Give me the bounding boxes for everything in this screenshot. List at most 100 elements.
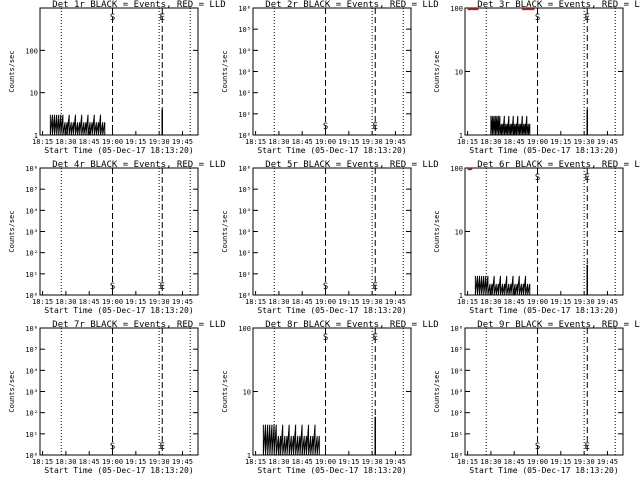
marker-label-e: E	[373, 122, 378, 132]
x-tick-label: 19:15	[125, 138, 146, 146]
x-axis-label: Start Time (05-Dec-17 18:13:20)	[44, 306, 193, 315]
x-tick-label: 18:45	[79, 138, 100, 146]
x-tick-label: 18:15	[457, 458, 478, 466]
y-tick-label: 10²	[25, 250, 38, 258]
x-tick-label: 19:45	[597, 298, 618, 306]
y-tick-label: 10⁶	[450, 325, 463, 333]
x-tick-label: 18:45	[292, 298, 313, 306]
y-tick-label: 100	[450, 165, 463, 173]
y-tick-label: 10¹	[25, 431, 38, 439]
x-axis-label: Start Time (05-Dec-17 18:13:20)	[257, 146, 406, 155]
y-tick-label: 10²	[238, 250, 251, 258]
events-series-line	[474, 275, 531, 296]
y-axis-label: Counts/sec	[8, 370, 16, 412]
y-tick-label: 10⁴	[238, 47, 251, 55]
y-tick-label: 10¹	[450, 431, 463, 439]
panel-title: Det 2r BLACK = Events, RED = LLD	[265, 0, 438, 10]
x-tick-label: 18:30	[55, 298, 76, 306]
panel-det-4: Det 4r BLACK = Events, RED = LLD Counts/s…	[8, 160, 226, 315]
panel-title: Det 6r BLACK = Events, RED = LLD	[477, 160, 640, 170]
x-axis-label: Start Time (05-Dec-17 18:13:20)	[469, 466, 618, 475]
y-tick-label: 100	[450, 5, 463, 13]
y-axis-label: Counts/sec	[221, 370, 229, 412]
y-tick-label: 100	[25, 47, 38, 55]
panel-det-1: Det 1r BLACK = Events, RED = LLD Counts/s…	[8, 0, 226, 155]
y-tick-label: 1	[459, 292, 463, 300]
x-tick-label: 18:30	[480, 298, 501, 306]
x-tick-label: 19:00	[315, 458, 336, 466]
marker-label-e: E	[373, 333, 378, 343]
x-tick-label: 18:15	[245, 458, 266, 466]
x-tick-label: 18:15	[32, 298, 53, 306]
y-tick-label: 10⁵	[25, 186, 38, 194]
panel-det-5: Det 5r BLACK = Events, RED = LLD Counts/s…	[221, 160, 439, 315]
x-tick-label: 19:00	[102, 458, 123, 466]
x-tick-label: 18:15	[32, 138, 53, 146]
x-tick-label: 18:15	[245, 298, 266, 306]
y-tick-label: 10⁵	[25, 346, 38, 354]
marker-label-e: E	[160, 442, 165, 452]
marker-label-s: S	[323, 122, 328, 132]
x-axis-label: Start Time (05-Dec-17 18:13:20)	[469, 146, 618, 155]
x-tick-label: 18:30	[268, 298, 289, 306]
x-tick-label: 18:30	[55, 458, 76, 466]
x-tick-label: 18:45	[504, 458, 525, 466]
x-tick-label: 18:15	[32, 458, 53, 466]
x-tick-label: 18:45	[504, 298, 525, 306]
x-tick-label: 18:30	[268, 458, 289, 466]
plot-frame	[252, 167, 412, 296]
panel-title: Det 3r BLACK = Events, RED = LLD	[477, 0, 640, 10]
x-tick-label: 19:15	[125, 458, 146, 466]
marker-label-s: S	[110, 442, 115, 452]
x-tick-label: 19:00	[102, 298, 123, 306]
marker-label-s: S	[535, 442, 540, 452]
plot-frame	[39, 7, 199, 136]
panel-title: Det 4r BLACK = Events, RED = LLD	[52, 160, 225, 170]
x-tick-label: 19:30	[574, 298, 595, 306]
x-tick-label: 19:15	[125, 298, 146, 306]
x-tick-label: 19:30	[149, 138, 170, 146]
x-axis-label: Start Time (05-Dec-17 18:13:20)	[44, 466, 193, 475]
panel-title: Det 1r BLACK = Events, RED = LLD	[52, 0, 225, 10]
x-tick-label: 19:15	[550, 298, 571, 306]
y-tick-label: 10³	[25, 229, 38, 237]
y-tick-label: 10⁶	[25, 325, 38, 333]
x-tick-label: 19:30	[574, 458, 595, 466]
y-tick-label: 10³	[238, 229, 251, 237]
plot-frame	[252, 7, 412, 136]
y-tick-label: 10²	[25, 410, 38, 418]
y-tick-label: 10⁵	[238, 26, 251, 34]
y-tick-label: 10⁶	[25, 165, 38, 173]
y-tick-label: 10⁴	[238, 207, 251, 215]
x-tick-label: 19:45	[385, 298, 406, 306]
plot-frame	[464, 327, 624, 456]
x-axis-label: Start Time (05-Dec-17 18:13:20)	[257, 466, 406, 475]
marker-label-e: E	[373, 282, 378, 292]
y-axis-label: Counts/sec	[221, 50, 229, 92]
x-tick-label: 19:00	[527, 138, 548, 146]
x-tick-label: 19:00	[102, 138, 123, 146]
y-tick-label: 10³	[238, 69, 251, 77]
y-axis-label: Counts/sec	[433, 50, 441, 92]
y-tick-label: 10³	[25, 389, 38, 397]
panel-det-9: Det 9r BLACK = Events, RED = LLD Counts/s…	[433, 320, 640, 475]
x-tick-label: 18:45	[504, 138, 525, 146]
panel-title: Det 5r BLACK = Events, RED = LLD	[265, 160, 438, 170]
x-tick-label: 18:45	[79, 298, 100, 306]
x-axis-label: Start Time (05-Dec-17 18:13:20)	[44, 146, 193, 155]
y-tick-label: 10	[455, 229, 463, 237]
y-tick-label: 1	[459, 132, 463, 140]
x-tick-label: 19:00	[315, 138, 336, 146]
marker-label-s: S	[535, 13, 540, 23]
events-series-line	[49, 114, 106, 136]
y-tick-label: 10³	[450, 389, 463, 397]
x-tick-label: 19:30	[149, 298, 170, 306]
y-tick-label: 100	[238, 325, 251, 333]
x-tick-label: 19:45	[385, 138, 406, 146]
x-tick-label: 18:30	[268, 138, 289, 146]
plot-frame	[39, 167, 199, 296]
y-axis-label: Counts/sec	[433, 370, 441, 412]
y-tick-label: 10⁴	[25, 207, 38, 215]
panel-det-6: Det 6r BLACK = Events, RED = LLD Counts/s…	[433, 160, 640, 315]
plot-frame	[464, 7, 624, 136]
